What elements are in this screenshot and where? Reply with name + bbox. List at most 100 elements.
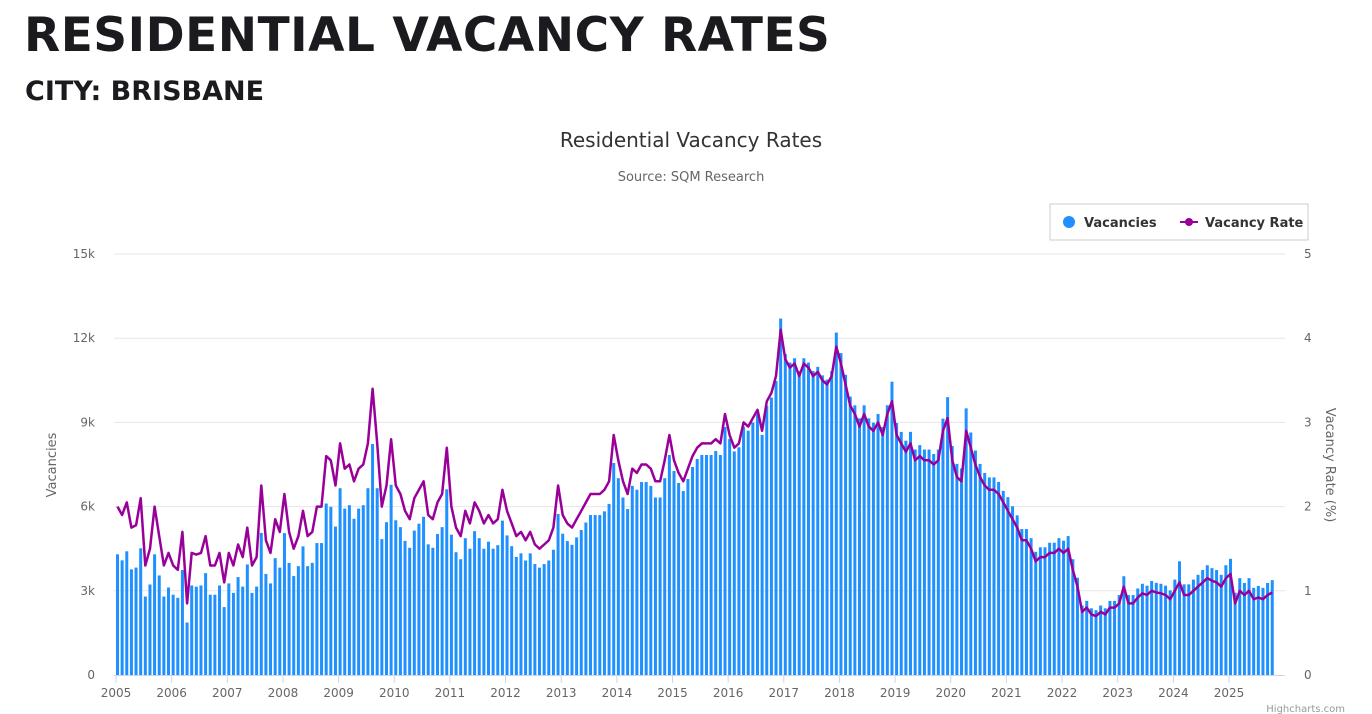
vacancies-bar bbox=[1196, 574, 1200, 675]
vacancies-bar bbox=[273, 558, 277, 675]
highcharts-credit[interactable]: Highcharts.com bbox=[1266, 704, 1345, 714]
vacancies-bar bbox=[783, 353, 787, 675]
legend-box bbox=[1049, 203, 1309, 241]
vacancies-bar bbox=[820, 375, 824, 675]
vacancies-bar bbox=[361, 505, 365, 675]
vacancy-rate-line bbox=[116, 328, 1273, 618]
vacancies-bar bbox=[547, 560, 551, 675]
vacancies-bar bbox=[881, 427, 885, 675]
x-tick-label: 2008 bbox=[268, 686, 299, 700]
y-left-tick-label: 9k bbox=[80, 415, 95, 429]
vacancies-bar bbox=[269, 583, 273, 675]
vacancies-bar bbox=[825, 379, 829, 675]
y-right-tick-label: 1 bbox=[1304, 584, 1312, 598]
vacancies-bar bbox=[162, 596, 166, 675]
vacancies-bar bbox=[955, 463, 959, 675]
vacancies-bar bbox=[487, 541, 490, 675]
vacancies-bar bbox=[602, 511, 606, 675]
y-right-tick-label: 4 bbox=[1304, 331, 1312, 345]
vacancies-bar bbox=[913, 449, 917, 675]
vacancies-bar bbox=[222, 607, 226, 675]
vacancies-bar bbox=[626, 509, 630, 675]
vacancies-bar bbox=[640, 482, 644, 675]
vacancies-bar bbox=[514, 556, 518, 675]
y-left-tick-label: 0 bbox=[87, 668, 95, 682]
vacancies-bar bbox=[315, 543, 319, 675]
legend-item-vacancies[interactable]: Vacancies bbox=[1063, 216, 1157, 231]
vacancies-bar bbox=[473, 531, 477, 675]
vacancies-bar bbox=[1229, 558, 1232, 675]
x-tick-label: 2010 bbox=[379, 686, 410, 700]
vacancies-bar bbox=[1233, 592, 1237, 675]
x-tick-label: 2005 bbox=[101, 686, 132, 700]
vacancies-bar bbox=[579, 529, 583, 675]
vacancies-bar bbox=[324, 503, 328, 675]
vacancies-bar bbox=[389, 484, 393, 675]
vacancies-bar bbox=[1029, 538, 1033, 675]
vacancies-bar bbox=[366, 488, 370, 675]
vacancies-bar bbox=[431, 547, 435, 675]
vacancies-bar bbox=[565, 541, 569, 675]
vacancies-bar bbox=[199, 585, 203, 675]
vacancies-bar bbox=[769, 397, 773, 675]
vacancies-bar bbox=[148, 584, 152, 675]
vacancies-bar bbox=[737, 447, 741, 675]
vacancies-bar bbox=[1122, 576, 1126, 675]
vacancies-bar bbox=[1219, 574, 1223, 675]
vacancies-bar bbox=[1205, 565, 1209, 675]
vacancies-bar bbox=[1173, 579, 1177, 675]
vacancies-bar bbox=[245, 564, 249, 675]
vacancies-bar bbox=[194, 586, 198, 675]
vacancies-bar bbox=[806, 362, 810, 675]
vacancies-bar bbox=[519, 553, 523, 675]
vacancies-bar bbox=[236, 577, 240, 675]
vacancies-bar bbox=[1075, 577, 1079, 675]
vacancies-bar bbox=[528, 553, 532, 675]
y-left-tick-label: 6k bbox=[80, 500, 95, 514]
x-tick-label: 2012 bbox=[490, 686, 521, 700]
vacancies-bar bbox=[983, 472, 987, 675]
x-tick-label: 2007 bbox=[212, 686, 243, 700]
vacancies-bar bbox=[1099, 605, 1103, 675]
vacancies-bar bbox=[1159, 583, 1163, 675]
vacancies-bar bbox=[157, 575, 161, 675]
vacancies-bar bbox=[774, 381, 778, 675]
vacancies-bar bbox=[885, 405, 889, 675]
vacancies-bar bbox=[204, 573, 208, 675]
vacancies-bar bbox=[482, 548, 486, 675]
y-left-tick-label: 15k bbox=[73, 247, 95, 261]
vacancies-bar bbox=[380, 539, 384, 675]
vacancies-bar bbox=[1224, 565, 1228, 675]
vacancies-bar bbox=[960, 468, 964, 675]
vacancies-bar bbox=[176, 597, 180, 675]
vacancies-bar bbox=[459, 559, 463, 675]
vacancies-bar bbox=[765, 405, 769, 675]
vacancies-bar bbox=[973, 450, 977, 675]
vacancies-bar bbox=[927, 449, 931, 675]
vacancies-bar bbox=[793, 358, 797, 675]
vacancies-bar bbox=[742, 426, 746, 675]
vacancies-bar bbox=[538, 567, 542, 675]
page-title: RESIDENTIAL VACANCY RATES bbox=[24, 8, 831, 63]
vacancies-bar bbox=[1140, 583, 1144, 675]
vacancies-bar bbox=[1210, 568, 1214, 675]
vacancies-bar bbox=[310, 562, 314, 675]
vacancies-bar bbox=[918, 445, 922, 675]
vacancies-bar bbox=[153, 554, 157, 675]
legend-item-vacancy-rate[interactable]: Vacancy Rate bbox=[1180, 216, 1304, 231]
vacancies-bar bbox=[1062, 540, 1066, 675]
vacancies-bar bbox=[890, 381, 894, 675]
vacancies-bar bbox=[213, 594, 217, 675]
vacancies-bar bbox=[1270, 580, 1274, 675]
vacancies-bar bbox=[301, 546, 305, 675]
vacancies-bar bbox=[1182, 584, 1186, 675]
vacancies-bar bbox=[231, 592, 235, 675]
vacancies-bar bbox=[584, 522, 588, 675]
vacancies-bar bbox=[834, 332, 838, 675]
vacancies-bar bbox=[797, 371, 801, 675]
x-tick-label: 2025 bbox=[1214, 686, 1245, 700]
x-tick-label: 2011 bbox=[435, 686, 466, 700]
vacancies-bar bbox=[760, 434, 764, 675]
vacancies-bar bbox=[338, 488, 342, 675]
vacancies-bars bbox=[116, 318, 1274, 675]
